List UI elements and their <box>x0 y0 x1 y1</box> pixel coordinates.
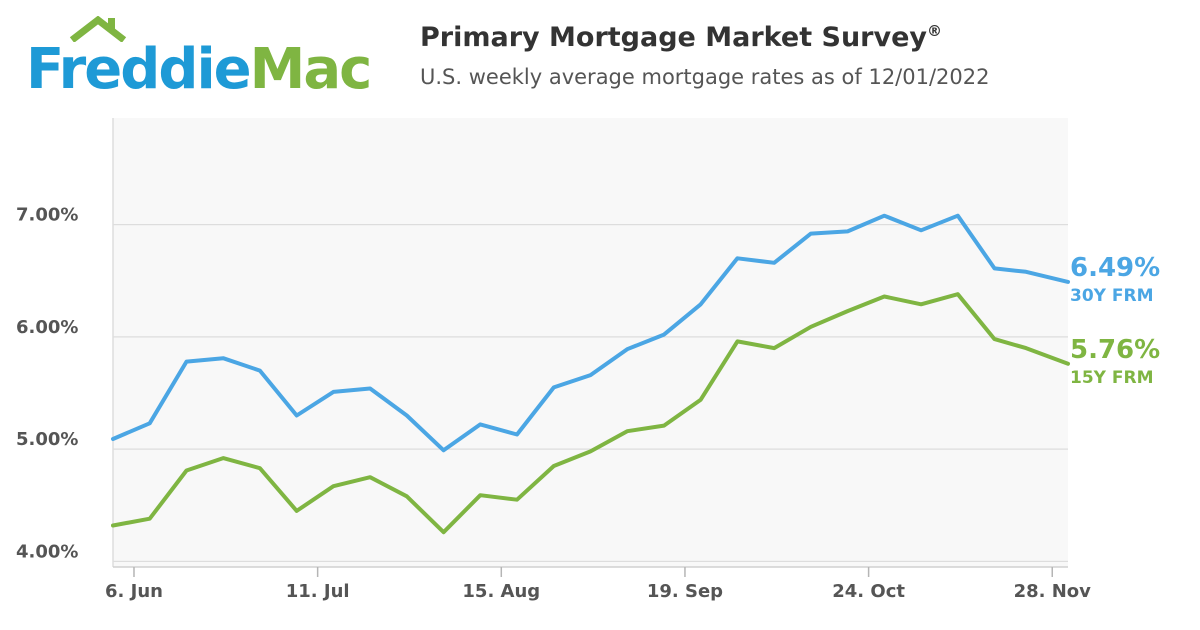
chart-title: Primary Mortgage Market Survey® <box>420 22 990 53</box>
y-tick-label: 4.00% <box>16 541 78 562</box>
series-line-15y <box>111 292 1070 535</box>
x-tick-label: 15. Aug <box>462 581 540 602</box>
y-tick-label: 7.00% <box>16 205 78 226</box>
x-tick-label: 19. Sep <box>647 581 723 602</box>
freddie-mac-logo: FreddieMac <box>26 14 386 110</box>
x-tick-label: 24. Oct <box>832 581 905 602</box>
series-line-30y <box>111 213 1070 453</box>
logo-wordmark: FreddieMac <box>26 42 372 98</box>
y-tick-label: 5.00% <box>16 429 78 450</box>
chart-header: Primary Mortgage Market Survey® U.S. wee… <box>420 22 990 89</box>
series-name-label: 30Y FRM <box>1070 286 1154 306</box>
logo-word-freddie: Freddie <box>26 37 252 102</box>
registered-mark: ® <box>927 22 943 40</box>
house-roof-icon <box>69 16 127 42</box>
series-name-label: 15Y FRM <box>1070 368 1154 388</box>
chart-title-text: Primary Mortgage Market Survey <box>420 22 928 53</box>
logo-word-mac: Mac <box>249 37 373 102</box>
plot-area <box>113 118 1068 567</box>
chart-subtitle: U.S. weekly average mortgage rates as of… <box>420 65 990 89</box>
series-end-value: 5.76% <box>1070 335 1160 365</box>
y-tick-label: 6.00% <box>16 317 78 338</box>
x-tick-label: 11. Jul <box>286 581 350 602</box>
x-tick-label: 6. Jun <box>105 581 163 602</box>
series-end-value: 6.49% <box>1070 253 1160 283</box>
x-tick-label: 28. Nov <box>1014 581 1092 602</box>
